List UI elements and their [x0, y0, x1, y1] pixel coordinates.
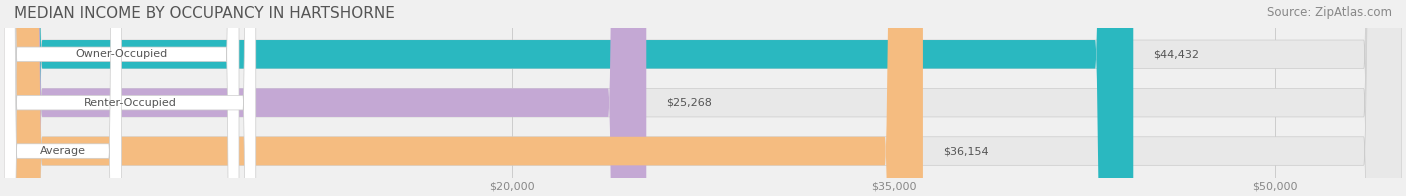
FancyBboxPatch shape [4, 0, 1402, 196]
Text: $44,432: $44,432 [1153, 49, 1199, 59]
FancyBboxPatch shape [4, 0, 922, 196]
FancyBboxPatch shape [4, 0, 647, 196]
Text: Source: ZipAtlas.com: Source: ZipAtlas.com [1267, 6, 1392, 19]
Text: MEDIAN INCOME BY OCCUPANCY IN HARTSHORNE: MEDIAN INCOME BY OCCUPANCY IN HARTSHORNE [14, 6, 395, 21]
Text: $25,268: $25,268 [666, 98, 713, 108]
Text: $36,154: $36,154 [943, 146, 988, 156]
FancyBboxPatch shape [4, 0, 1402, 196]
FancyBboxPatch shape [4, 0, 1402, 196]
FancyBboxPatch shape [4, 0, 239, 196]
FancyBboxPatch shape [4, 0, 256, 196]
Text: Renter-Occupied: Renter-Occupied [83, 98, 176, 108]
FancyBboxPatch shape [4, 0, 1133, 196]
Text: Average: Average [39, 146, 86, 156]
FancyBboxPatch shape [4, 0, 121, 196]
Text: Owner-Occupied: Owner-Occupied [76, 49, 167, 59]
